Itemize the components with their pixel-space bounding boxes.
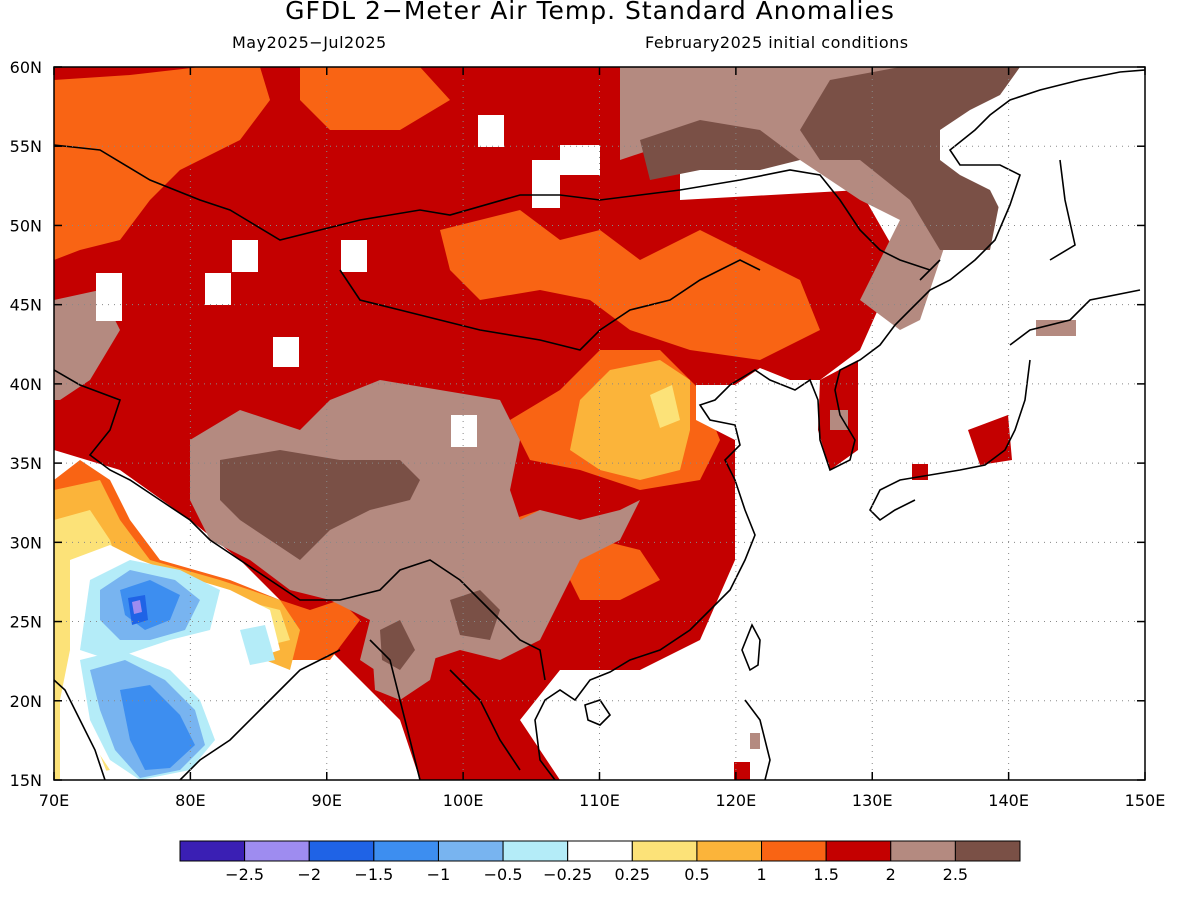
legend-label: 1 xyxy=(756,865,766,884)
lat-tick-label: 50N xyxy=(10,216,42,235)
anomaly-field xyxy=(54,67,1145,780)
legend-swatch xyxy=(696,840,763,862)
lat-tick-label: 20N xyxy=(10,692,42,711)
legend-swatch xyxy=(244,840,310,862)
legend-label: 0.5 xyxy=(684,865,709,884)
lon-tick-label: 110E xyxy=(579,791,620,810)
masked-cell-aral xyxy=(96,273,122,321)
coastline-east-asia xyxy=(534,69,1145,780)
lon-tick-label: 150E xyxy=(1125,791,1166,810)
legend-swatch xyxy=(890,840,956,862)
legend-label: −2.5 xyxy=(225,865,264,884)
masked-cell-baikal xyxy=(532,145,600,208)
legend-swatch xyxy=(631,840,698,862)
anomaly-region-gt-2-5-tibet xyxy=(220,450,420,560)
color-legend: −2.5 −2 −1.5 −1 −0.5 −0.25 0.25 0.5 1 1.5 2 2.5 xyxy=(179,840,1021,884)
legend-label: −2 xyxy=(297,865,321,884)
masked-ocean-pacific xyxy=(700,300,1145,780)
coastline-hainan xyxy=(584,699,612,726)
masked-ocean-okhotsk xyxy=(940,67,1145,250)
masked-cell-reservoir xyxy=(478,115,504,147)
lon-axis: 70E 80E 90E 100E 110E 120E 130E 140E 150E xyxy=(39,67,1166,810)
legend-swatch xyxy=(437,840,504,862)
anomaly-cell-korea xyxy=(830,410,848,430)
masked-cell-balkhash xyxy=(205,273,231,305)
legend-label: −1 xyxy=(427,865,451,884)
anomaly-region-gt-2-5-yunnan xyxy=(450,590,500,640)
anomaly-region-1-5-north xyxy=(54,67,270,260)
coastlines xyxy=(54,69,1145,780)
legend-label: −0.5 xyxy=(484,865,523,884)
anomaly-region-gt-2-5-amur xyxy=(640,120,800,180)
lat-tick-label: 30N xyxy=(10,533,42,552)
legend-swatch xyxy=(825,840,892,862)
coastline-japan xyxy=(869,159,1141,522)
coastline-india xyxy=(54,649,341,780)
lon-tick-label: 130E xyxy=(852,791,893,810)
legend-swatch xyxy=(179,840,246,862)
lon-tick-label: 80E xyxy=(175,791,205,810)
legend-label: 0.25 xyxy=(614,865,650,884)
anomaly-region-1-5-mongolia xyxy=(440,210,820,360)
legend-swatch xyxy=(761,840,827,862)
anomaly-region-1-5-mongolia-west xyxy=(300,67,450,130)
legend-label: 2 xyxy=(886,865,896,884)
lon-tick-label: 90E xyxy=(312,791,342,810)
legend-swatch xyxy=(308,840,375,862)
masked-cell-uvs xyxy=(341,240,367,272)
anomaly-cell-taiwan xyxy=(734,762,750,780)
legend-swatch xyxy=(954,840,1021,862)
legend-label: 2.5 xyxy=(943,865,968,884)
anomaly-region-1-east-china xyxy=(570,360,690,480)
coastline-taiwan xyxy=(741,623,761,672)
lat-tick-label: 60N xyxy=(10,58,42,77)
legend-label: 1.5 xyxy=(813,865,838,884)
anomaly-region-neg-1-india-south xyxy=(120,685,195,770)
anomaly-region-neg-0-25-east-india xyxy=(240,625,275,665)
lat-tick-label: 40N xyxy=(10,375,42,394)
anomaly-region-gt-2-5-northeast xyxy=(800,67,1020,250)
lat-tick-label: 45N xyxy=(10,296,42,315)
anomaly-region-neg-2-india xyxy=(132,600,142,614)
initial-conditions: February2025 initial conditions xyxy=(645,33,909,52)
coastline-philippines xyxy=(744,699,771,780)
legend-swatch xyxy=(567,840,633,862)
map-title: GFDL 2−Meter Air Temp. Standard Anomalie… xyxy=(285,0,895,25)
border-south-asia xyxy=(54,369,546,780)
anomaly-region-gt-2-5-myanmar xyxy=(380,620,415,670)
legend-label: −1.5 xyxy=(354,865,393,884)
lat-tick-label: 15N xyxy=(10,771,42,790)
lon-tick-label: 70E xyxy=(39,791,69,810)
lon-tick-label: 140E xyxy=(988,791,1029,810)
lat-axis: 15N 20N 25N 30N 35N 40N 45N 50N 55N 60N xyxy=(10,58,1145,790)
lat-tick-label: 55N xyxy=(10,137,42,156)
lat-tick-label: 25N xyxy=(10,613,42,632)
lat-tick-label: 35N xyxy=(10,454,42,473)
anomaly-cell-hokkaido xyxy=(1036,320,1076,336)
lon-tick-label: 100E xyxy=(443,791,484,810)
valid-period: May2025−Jul2025 xyxy=(232,33,387,52)
legend-swatch xyxy=(373,840,439,862)
legend-label: −0.25 xyxy=(543,865,592,884)
lon-tick-label: 120E xyxy=(716,791,757,810)
masked-cell-qinghai xyxy=(451,415,477,447)
legend-swatch xyxy=(502,840,569,862)
masked-cell-issyk xyxy=(273,337,299,367)
anomaly-region-0-5-east-china xyxy=(650,385,680,428)
graticule xyxy=(54,67,1145,780)
masked-cell-zaysan xyxy=(232,240,258,272)
